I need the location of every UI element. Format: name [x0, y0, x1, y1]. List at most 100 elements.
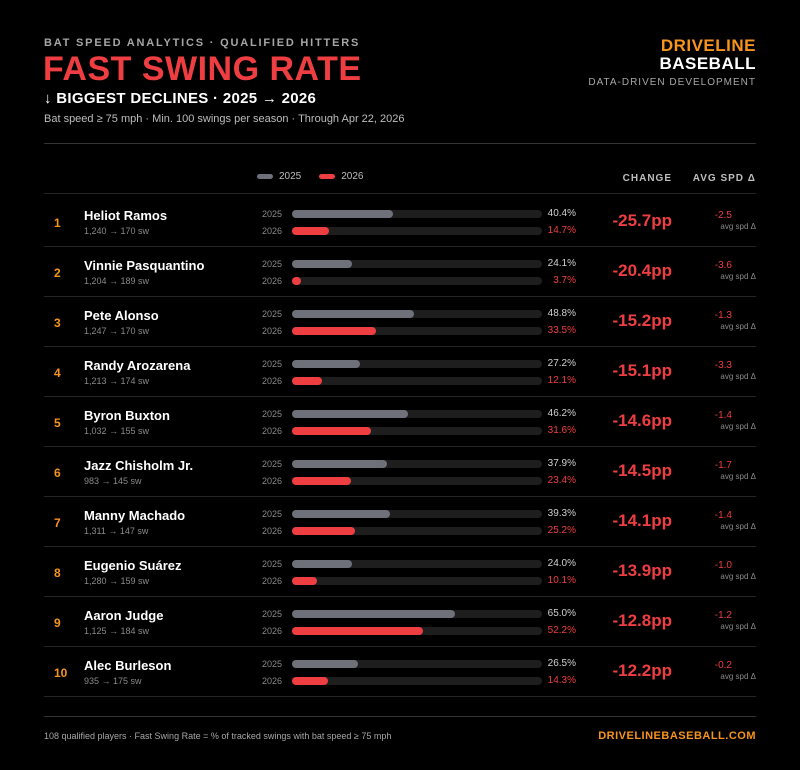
change-value: -15.1pp	[612, 361, 672, 380]
rank-number: 9	[54, 616, 61, 630]
avg-spd-label: avg spd Δ	[720, 672, 756, 681]
bar-track-2025	[292, 610, 542, 618]
bar-2026	[292, 527, 355, 535]
avg-spd-label: avg spd Δ	[720, 372, 756, 381]
year-label-2026: 2026	[262, 376, 283, 386]
rank-number: 4	[54, 366, 61, 380]
bar-track-2025	[292, 360, 542, 368]
bar-track-2025	[292, 510, 542, 518]
bar-2026	[292, 677, 328, 685]
legend-item-2025: 2025	[257, 171, 301, 182]
swing-counts: 1,032 → 155 sw	[84, 426, 150, 436]
bar-2026	[292, 427, 371, 435]
bar-track-2025	[292, 260, 542, 268]
value-label-2026: 3.7%	[553, 275, 576, 286]
value-label-2025: 46.2%	[547, 408, 576, 419]
swing-counts: 1,125 → 184 sw	[84, 626, 150, 636]
avg-spd-value: -1.4	[714, 510, 732, 521]
change-value: -13.9pp	[612, 561, 672, 580]
swing-counts: 1,280 → 159 sw	[84, 576, 150, 586]
bar-track-2026	[292, 327, 542, 335]
subtitle: ↓ BIGGEST DECLINES · 2025 → 2026	[44, 90, 317, 107]
bar-2026	[292, 327, 376, 335]
swing-counts: 935 → 175 sw	[84, 676, 142, 686]
swing-counts: 1,213 → 174 sw	[84, 376, 150, 386]
brand-logo-line1: DRIVELINE	[660, 36, 756, 55]
legend-label-2025: 2025	[279, 171, 302, 182]
value-label-2026: 12.1%	[547, 375, 576, 386]
bar-2025	[292, 360, 360, 368]
table-row: 3 Pete Alonso 1,247 → 170 sw 2025 48.8% 2026 3…	[44, 297, 756, 347]
player-name: Alec Burleson	[84, 658, 172, 673]
value-label-2025: 24.1%	[547, 258, 576, 269]
header-divider	[44, 143, 756, 144]
bar-track-2026	[292, 227, 542, 235]
bar-2025	[292, 310, 414, 318]
avg-spd-value: -0.2	[714, 660, 732, 671]
column-header-avg-spd: AVG SPD Δ	[692, 173, 756, 184]
year-label-2025: 2025	[262, 459, 283, 469]
table-row: 1 Heliot Ramos 1,240 → 170 sw 2025 40.4% 2026…	[44, 197, 756, 247]
value-label-2026: 14.3%	[547, 675, 576, 686]
footer-divider	[44, 716, 756, 717]
rank-number: 8	[54, 566, 61, 580]
swing-counts: 1,240 → 170 sw	[84, 226, 150, 236]
value-label-2026: 31.6%	[547, 425, 576, 436]
bar-2026	[292, 627, 423, 635]
year-label-2026: 2026	[262, 676, 283, 686]
swing-counts: 983 → 145 sw	[84, 476, 142, 486]
page-title: FAST SWING RATE	[43, 50, 362, 88]
bar-track-2025	[292, 410, 542, 418]
avg-spd-label: avg spd Δ	[720, 572, 756, 581]
table-row: 10 Alec Burleson 935 → 175 sw 2025 26.5% 2026…	[44, 647, 756, 697]
player-table: 1 Heliot Ramos 1,240 → 170 sw 2025 40.4% 2026…	[44, 197, 756, 697]
player-name: Manny Machado	[84, 508, 186, 523]
bar-2025	[292, 410, 408, 418]
criteria-note: Bat speed ≥ 75 mph · Min. 100 swings per…	[44, 113, 405, 125]
year-label-2025: 2025	[262, 409, 283, 419]
bar-track-2025	[292, 210, 542, 218]
value-label-2025: 65.0%	[547, 608, 576, 619]
rank-number: 5	[54, 416, 61, 430]
legend-swatch-2025	[257, 174, 273, 179]
avg-spd-label: avg spd Δ	[720, 522, 756, 531]
bar-track-2025	[292, 560, 542, 568]
footer-url[interactable]: DRIVELINEBASEBALL.COM	[598, 730, 756, 742]
bar-2026	[292, 577, 317, 585]
legend-item-2026: 2026	[319, 171, 364, 182]
bar-track-2026	[292, 477, 542, 485]
player-name: Heliot Ramos	[84, 208, 168, 223]
year-label-2026: 2026	[262, 576, 283, 586]
avg-spd-value: -1.0	[714, 560, 732, 571]
value-label-2025: 26.5%	[547, 658, 576, 669]
avg-spd-label: avg spd Δ	[720, 422, 756, 431]
avg-spd-label: avg spd Δ	[720, 472, 756, 481]
change-value: -14.6pp	[612, 411, 672, 430]
value-label-2026: 52.2%	[547, 625, 576, 636]
bar-track-2026	[292, 577, 542, 585]
bar-2025	[292, 660, 358, 668]
player-name: Pete Alonso	[84, 308, 159, 323]
table-row: 8 Eugenio Suárez 1,280 → 159 sw 2025 24.0% 20…	[44, 547, 756, 597]
rank-number: 7	[54, 516, 61, 530]
rank-number: 6	[54, 466, 61, 480]
bar-track-2025	[292, 310, 542, 318]
brand-logo-line2: BASEBALL	[659, 54, 756, 73]
bar-track-2026	[292, 527, 542, 535]
bar-2025	[292, 560, 352, 568]
change-value: -14.5pp	[612, 461, 672, 480]
value-label-2025: 37.9%	[547, 458, 576, 469]
year-label-2026: 2026	[262, 426, 283, 436]
bar-track-2026	[292, 377, 542, 385]
legend-swatch-2026	[319, 174, 336, 179]
avg-spd-value: -2.5	[714, 210, 732, 221]
player-name: Randy Arozarena	[84, 358, 191, 373]
value-label-2025: 24.0%	[547, 558, 576, 569]
year-label-2025: 2025	[262, 359, 283, 369]
table-row: 2 Vinnie Pasquantino 1,204 → 189 sw 2025 24.…	[44, 247, 756, 297]
column-header-change: CHANGE	[622, 173, 672, 184]
avg-spd-value: -1.4	[714, 410, 732, 421]
value-label-2026: 23.4%	[547, 475, 576, 486]
rank-number: 2	[54, 266, 61, 280]
bar-track-2025	[292, 660, 542, 668]
